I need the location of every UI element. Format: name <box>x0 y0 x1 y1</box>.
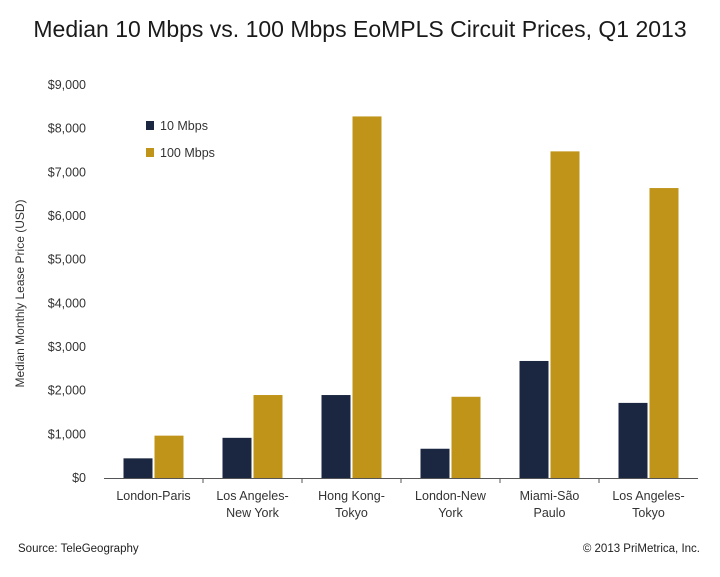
source-note: Source: TeleGeography <box>18 543 139 555</box>
y-tick-label: $2,000 <box>48 384 86 398</box>
x-tick-label: York <box>438 506 463 520</box>
chart-title: Median 10 Mbps vs. 100 Mbps EoMPLS Circu… <box>33 16 687 42</box>
chart-legend: 10 Mbps 100 Mbps <box>146 119 215 160</box>
x-tick-label: Miami-São <box>520 489 580 503</box>
bar-100mbps <box>451 396 481 478</box>
x-tick-label: Hong Kong- <box>318 489 385 503</box>
bar-10mbps <box>321 395 351 478</box>
bar-100mbps <box>550 151 580 478</box>
bar-100mbps <box>253 395 283 478</box>
legend-swatch <box>146 148 154 157</box>
y-tick-label: $3,000 <box>48 340 86 354</box>
y-axis-label: Median Monthly Lease Price (USD) <box>13 199 27 387</box>
y-tick-label: $4,000 <box>48 296 86 310</box>
copyright-note: © 2013 PriMetrica, Inc. <box>582 543 700 555</box>
x-tick-label: Los Angeles- <box>216 489 288 503</box>
x-tick-label: Paulo <box>534 506 566 520</box>
x-tick-label: Los Angeles- <box>612 489 684 503</box>
bar-10mbps <box>123 458 153 478</box>
y-tick-label: $6,000 <box>48 209 86 223</box>
x-tick-label: Tokyo <box>632 506 665 520</box>
y-tick-label: $1,000 <box>48 427 86 441</box>
bar-10mbps <box>222 437 252 478</box>
x-tick-label: New York <box>226 506 280 520</box>
bar-100mbps <box>154 435 184 478</box>
legend-swatch <box>146 121 154 130</box>
bar-10mbps <box>618 402 648 478</box>
bar-10mbps <box>519 360 549 478</box>
y-tick-label: $7,000 <box>48 165 86 179</box>
bar-10mbps <box>420 448 450 478</box>
y-tick-label: $9,000 <box>48 78 86 92</box>
legend-label: 100 Mbps <box>160 146 215 160</box>
x-tick-label: London-Paris <box>116 489 190 503</box>
chart-bars <box>123 116 679 478</box>
x-tick-label: Tokyo <box>335 506 368 520</box>
legend-label: 10 Mbps <box>160 119 208 133</box>
y-tick-label: $5,000 <box>48 253 86 267</box>
y-tick-label: $8,000 <box>48 122 86 136</box>
chart-axes: $0 $1,000 $2,000 $3,000 $4,000 $5,000 $6,000 $7… <box>13 78 698 520</box>
bar-100mbps <box>352 116 382 478</box>
x-tick-label: London-New <box>415 489 487 503</box>
bar-100mbps <box>649 188 679 478</box>
y-tick-label: $0 <box>72 471 86 485</box>
